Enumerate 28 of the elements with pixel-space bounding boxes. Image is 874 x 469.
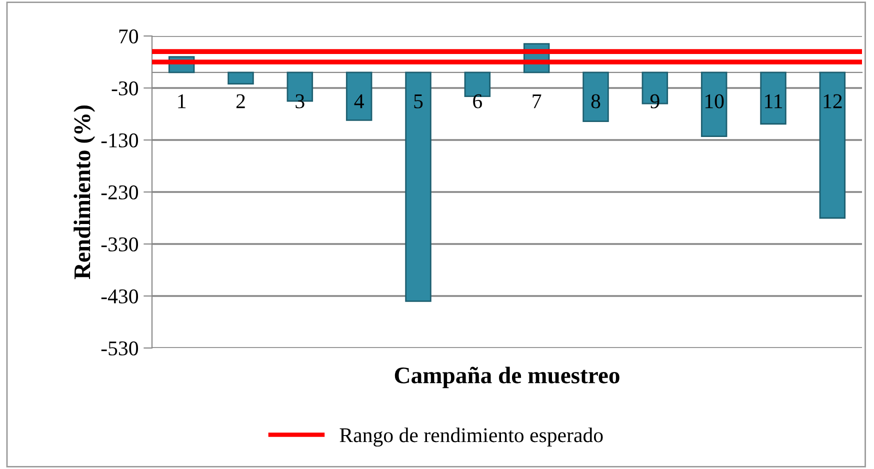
bar: [405, 72, 432, 302]
y-tick-label: -430: [101, 289, 138, 304]
x-tick-label: 6: [473, 94, 482, 108]
bar: [819, 72, 846, 219]
legend-label: Rango de rendimiento esperado: [340, 428, 603, 447]
y-axis-title: Rendimiento (%): [74, 105, 96, 280]
y-tick-label: -530: [101, 341, 138, 356]
bar: [700, 72, 728, 138]
x-tick-label: 12: [824, 94, 842, 108]
y-tick-label: -130: [101, 133, 138, 148]
x-tick-label: 10: [706, 94, 724, 108]
x-tick-label: 3: [296, 94, 304, 108]
x-tick-label: 7: [532, 94, 542, 108]
bar: [346, 72, 372, 121]
y-tick-label: -230: [101, 185, 138, 200]
bar: [228, 72, 254, 85]
y-tick-label: -30: [112, 81, 138, 96]
x-tick-label: 1: [178, 94, 186, 108]
y-tick-label: -330: [101, 237, 138, 252]
x-tick-label: 2: [236, 94, 245, 108]
x-tick-label: 4: [354, 94, 364, 108]
x-tick-label: 11: [765, 94, 782, 108]
x-tick-label: 5: [414, 94, 423, 108]
x-tick-label: 8: [591, 94, 600, 108]
x-axis-title: Campaña de muestreo: [394, 366, 620, 388]
bar: [760, 72, 786, 125]
y-tick-label: 70: [119, 29, 138, 44]
bar: [582, 72, 609, 122]
